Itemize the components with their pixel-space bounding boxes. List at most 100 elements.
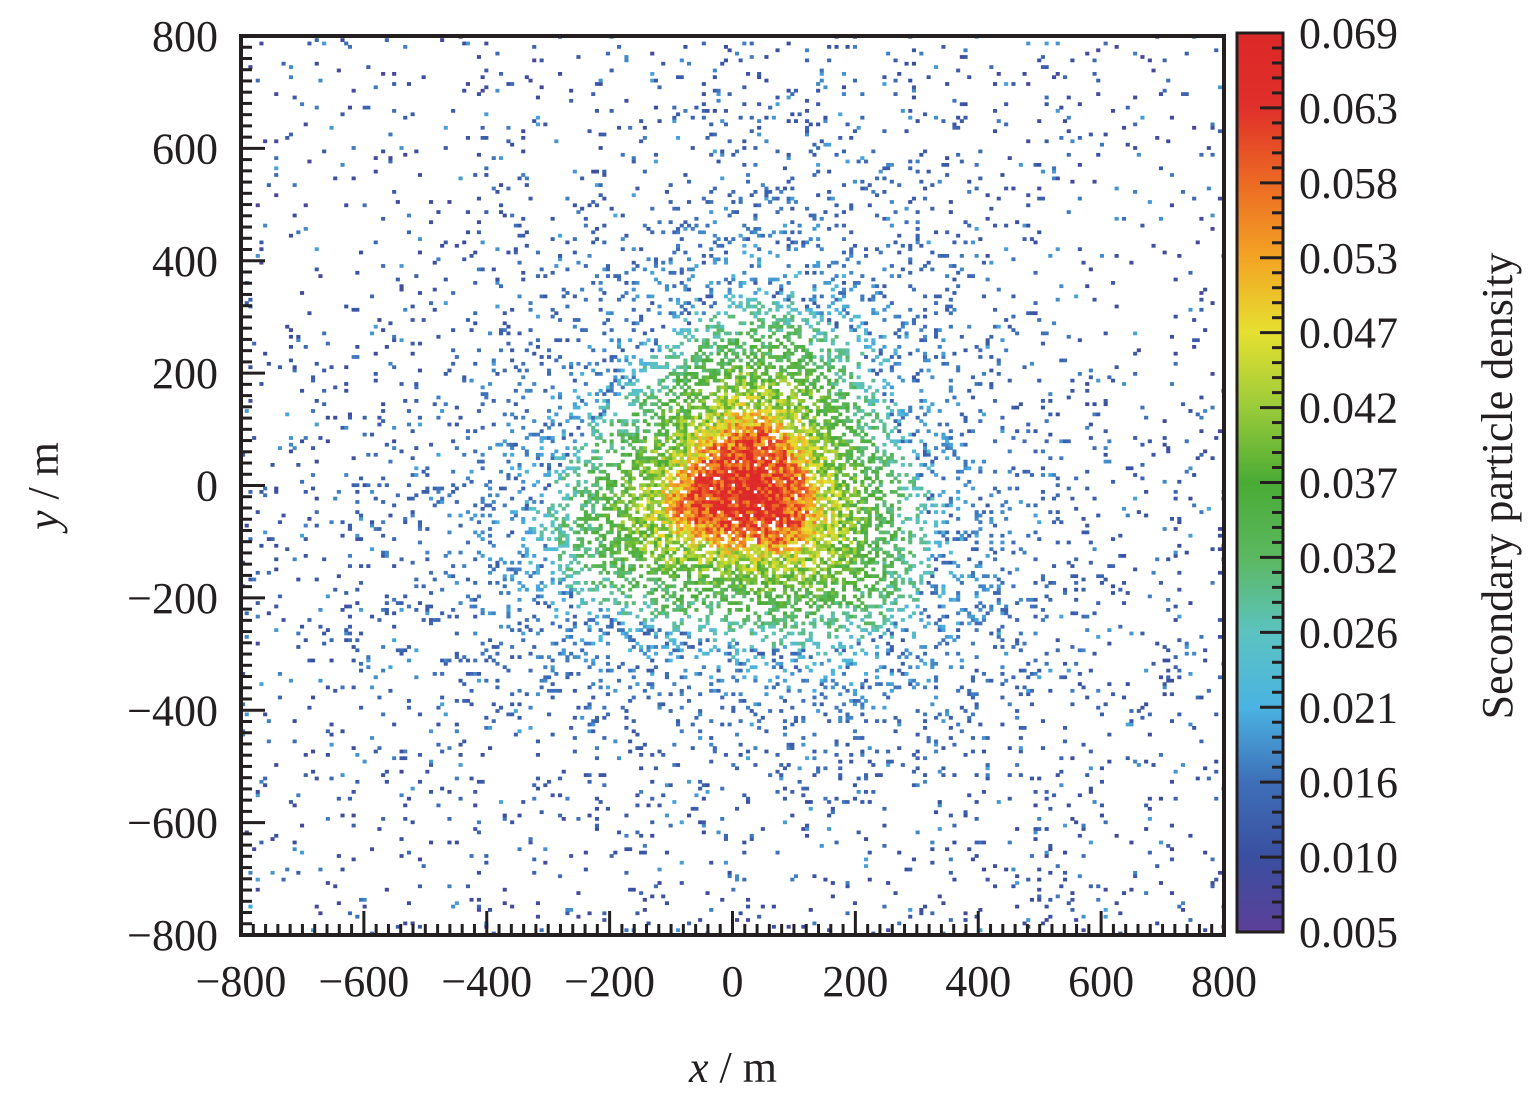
- density-cell: [723, 753, 728, 757]
- density-cell: [723, 651, 728, 656]
- density-cell: [694, 655, 699, 659]
- density-cell: [259, 779, 264, 784]
- density-cell: [469, 688, 474, 693]
- density-cell: [720, 348, 725, 353]
- density-cell: [694, 510, 699, 514]
- density-cell: [451, 348, 456, 353]
- density-cell: [653, 446, 658, 450]
- density-cell: [716, 550, 721, 555]
- density-cell: [381, 328, 386, 332]
- density-cell: [657, 220, 662, 225]
- density-cell: [650, 449, 655, 454]
- density-cell: [683, 419, 688, 423]
- density-cell: [657, 473, 662, 477]
- density-cell: [749, 55, 754, 59]
- density-cell: [639, 550, 644, 555]
- density-cell: [731, 675, 736, 680]
- density-cell: [775, 604, 780, 609]
- density-cell: [624, 533, 629, 538]
- density-cell: [617, 277, 622, 282]
- density-cell: [746, 550, 751, 555]
- density-cell: [664, 645, 669, 649]
- density-cell: [436, 490, 441, 494]
- density-cell: [576, 456, 581, 461]
- density-cell: [602, 911, 607, 916]
- density-cell: [764, 469, 769, 474]
- density-cell: [775, 520, 780, 525]
- density-cell: [469, 776, 474, 781]
- density-cell: [775, 439, 780, 444]
- density-cell: [768, 190, 773, 194]
- density-cell: [631, 399, 636, 403]
- density-cell: [720, 425, 725, 430]
- density-cell: [532, 614, 537, 619]
- density-cell: [735, 210, 740, 214]
- density-cell: [690, 419, 695, 423]
- density-cell: [646, 466, 651, 471]
- density-cell: [620, 152, 625, 157]
- density-cell: [550, 503, 555, 508]
- density-cell: [583, 463, 588, 467]
- density-cell: [440, 587, 445, 592]
- density-cell: [720, 483, 725, 488]
- density-cell: [753, 146, 758, 150]
- density-cell: [746, 756, 751, 761]
- density-cell: [565, 496, 570, 501]
- density-cell: [620, 705, 625, 710]
- density-cell: [650, 456, 655, 461]
- density-cell: [535, 594, 540, 599]
- density-cell: [742, 375, 747, 380]
- density-cell: [602, 169, 607, 174]
- density-cell: [679, 351, 684, 356]
- density-cell: [679, 655, 684, 659]
- density-cell: [646, 409, 651, 413]
- density-cell: [731, 577, 736, 582]
- density-cell: [406, 483, 411, 488]
- density-cell: [635, 530, 640, 535]
- density-cell: [657, 348, 662, 353]
- density-cell: [712, 513, 717, 518]
- density-cell: [709, 152, 714, 157]
- density-cell: [436, 395, 441, 400]
- density-cell: [768, 591, 773, 595]
- density-cell: [716, 331, 721, 336]
- density-cell: [425, 557, 430, 562]
- density-cell: [694, 361, 699, 366]
- density-cell: [768, 581, 773, 585]
- density-cell: [635, 527, 640, 531]
- density-cell: [749, 479, 754, 484]
- density-cell: [753, 530, 758, 535]
- density-cell: [757, 463, 762, 467]
- density-cell: [650, 570, 655, 575]
- density-cell: [333, 496, 338, 501]
- density-cell: [620, 385, 625, 390]
- density-cell: [716, 560, 721, 565]
- density-cell: [580, 517, 585, 521]
- density-cell: [288, 800, 293, 804]
- density-cell: [528, 840, 533, 845]
- density-cell: [609, 463, 614, 467]
- density-cell: [683, 473, 688, 477]
- density-cell: [775, 388, 780, 393]
- density-cell: [746, 442, 751, 447]
- density-cell: [513, 402, 518, 407]
- density-cell: [712, 446, 717, 450]
- density-cell: [723, 570, 728, 575]
- density-cell: [617, 665, 622, 670]
- density-cell: [664, 476, 669, 481]
- density-cell: [580, 597, 585, 602]
- density-cell: [576, 672, 581, 676]
- density-cell: [347, 412, 352, 417]
- density-cell: [738, 345, 743, 349]
- density-cell: [720, 399, 725, 403]
- density-cell: [723, 355, 728, 359]
- density-cell: [635, 911, 640, 916]
- density-cell: [617, 45, 622, 49]
- density-cell: [668, 638, 673, 643]
- density-cell: [406, 699, 411, 703]
- density-cell: [701, 419, 706, 423]
- density-cell: [288, 449, 293, 454]
- density-cell: [572, 749, 577, 754]
- density-cell: [554, 412, 559, 417]
- density-cell: [591, 240, 596, 245]
